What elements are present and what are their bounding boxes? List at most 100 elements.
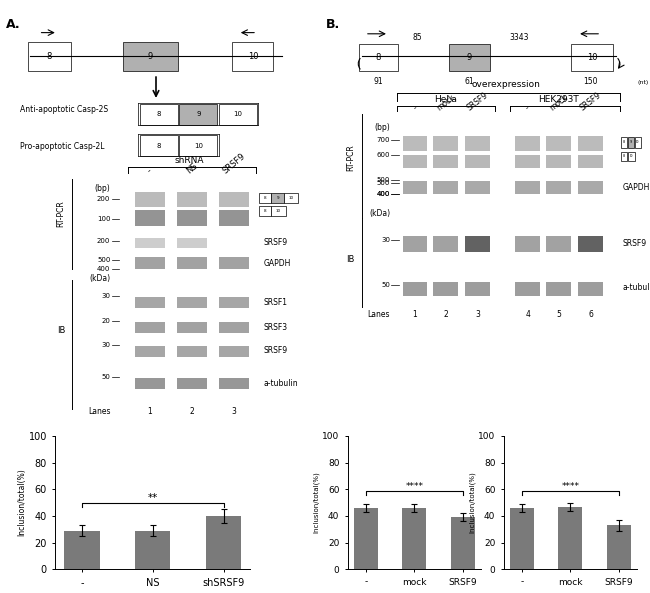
Text: 9: 9 [467,53,472,62]
FancyBboxPatch shape [628,152,635,161]
Bar [558,506,582,569]
Text: 10: 10 [587,53,597,62]
Text: 91: 91 [374,77,383,86]
FancyBboxPatch shape [177,297,207,308]
FancyBboxPatch shape [219,104,257,125]
FancyBboxPatch shape [272,206,286,216]
Text: 8: 8 [623,154,625,158]
Text: 200: 200 [97,238,110,244]
Text: (bp): (bp) [374,123,390,132]
FancyBboxPatch shape [135,346,164,356]
Text: 30: 30 [101,293,111,299]
Text: 3: 3 [476,311,480,320]
Text: 600: 600 [376,152,390,158]
Text: 20: 20 [101,318,111,324]
FancyBboxPatch shape [465,236,490,251]
Text: GAPDH: GAPDH [263,259,291,267]
FancyBboxPatch shape [259,193,271,203]
Text: 8: 8 [157,111,161,117]
Text: SRSF9: SRSF9 [578,91,603,113]
FancyBboxPatch shape [434,282,458,296]
Text: 50: 50 [101,374,111,380]
FancyBboxPatch shape [402,136,428,151]
Text: SRSF1: SRSF1 [263,298,287,307]
Text: 150: 150 [584,77,598,86]
FancyBboxPatch shape [177,257,207,269]
Text: (bp): (bp) [95,184,110,193]
Text: 1: 1 [413,311,417,320]
Text: (kDa): (kDa) [89,274,111,283]
Text: A.: A. [6,18,21,31]
Text: SRSF9: SRSF9 [465,91,490,113]
FancyBboxPatch shape [359,44,398,71]
FancyBboxPatch shape [219,192,249,207]
Text: 400: 400 [377,191,390,197]
FancyBboxPatch shape [628,137,634,148]
FancyBboxPatch shape [546,236,571,251]
FancyBboxPatch shape [177,210,207,227]
Text: mock: mock [547,93,569,113]
Bar [135,531,170,569]
Text: GAPDH: GAPDH [623,183,650,192]
FancyBboxPatch shape [434,236,458,251]
FancyBboxPatch shape [578,282,603,296]
Text: -: - [411,104,419,113]
FancyBboxPatch shape [177,346,207,356]
FancyBboxPatch shape [177,378,207,389]
Text: (kDa): (kDa) [369,209,390,218]
FancyBboxPatch shape [177,322,207,333]
Text: HEK293T: HEK293T [538,95,578,104]
Text: HeLa: HeLa [434,95,457,104]
Text: -: - [524,104,532,113]
Text: Lanes: Lanes [368,311,390,320]
Text: 8: 8 [376,53,381,62]
Text: Pro-apoptotic Casp-2L: Pro-apoptotic Casp-2L [20,142,104,151]
Text: B.: B. [326,18,341,31]
Bar [354,508,378,569]
FancyBboxPatch shape [634,137,641,148]
Text: 50: 50 [382,282,390,288]
FancyBboxPatch shape [135,378,164,389]
Text: a-tubulin: a-tubulin [263,379,298,388]
FancyBboxPatch shape [219,346,249,356]
FancyBboxPatch shape [578,155,603,168]
FancyBboxPatch shape [402,181,428,194]
Bar [510,508,534,569]
FancyBboxPatch shape [515,136,540,151]
FancyBboxPatch shape [546,136,571,151]
Text: SRSF3: SRSF3 [263,323,288,331]
FancyBboxPatch shape [434,136,458,151]
FancyBboxPatch shape [515,236,540,251]
FancyBboxPatch shape [448,44,491,71]
FancyBboxPatch shape [219,378,249,389]
FancyBboxPatch shape [621,137,627,148]
FancyBboxPatch shape [135,257,164,269]
FancyBboxPatch shape [465,282,490,296]
FancyBboxPatch shape [219,297,249,308]
FancyBboxPatch shape [621,152,627,161]
FancyBboxPatch shape [140,104,178,125]
Bar [64,531,99,569]
Text: -: - [146,167,154,176]
Text: SRSF9: SRSF9 [263,346,288,355]
Text: 9: 9 [148,52,153,61]
Bar [402,508,426,569]
FancyBboxPatch shape [28,42,72,71]
Text: 1: 1 [148,407,152,416]
FancyBboxPatch shape [402,236,428,251]
Text: 100: 100 [97,216,110,222]
FancyBboxPatch shape [179,135,217,156]
Text: 10: 10 [194,142,203,149]
Text: overexpression: overexpression [471,79,540,88]
FancyBboxPatch shape [135,322,164,333]
Bar [450,517,475,569]
Text: 5: 5 [556,311,561,320]
FancyBboxPatch shape [135,238,164,248]
Text: SRSF9: SRSF9 [221,151,247,176]
Text: (nt): (nt) [637,80,648,85]
Text: 10: 10 [248,52,258,61]
Text: 10: 10 [289,196,294,200]
FancyBboxPatch shape [546,155,571,168]
FancyBboxPatch shape [177,238,207,248]
FancyBboxPatch shape [515,181,540,194]
